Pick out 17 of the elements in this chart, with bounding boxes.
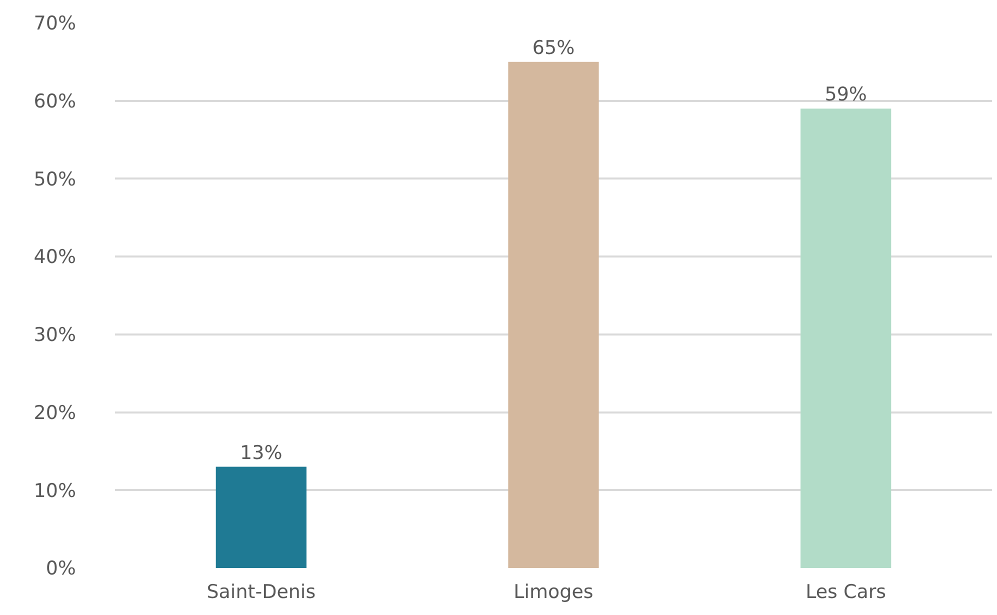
x-tick-label: Les Cars <box>806 581 886 603</box>
y-tick-label: 70% <box>34 12 76 35</box>
y-tick-label: 60% <box>34 90 76 113</box>
bar <box>216 466 306 568</box>
y-tick-label: 50% <box>34 168 76 190</box>
y-tick-label: 30% <box>34 324 76 346</box>
data-label: 59% <box>824 84 867 106</box>
data-label: 13% <box>240 442 282 464</box>
x-tick-label: Limoges <box>514 581 594 603</box>
y-tick-label: 10% <box>34 480 76 502</box>
bar <box>508 62 599 568</box>
bar <box>800 108 892 568</box>
y-tick-label: 0% <box>46 558 76 580</box>
y-tick-label: 20% <box>34 402 76 424</box>
x-tick-label: Saint-Denis <box>206 581 316 603</box>
y-tick-label: 40% <box>34 246 76 268</box>
data-label: 65% <box>532 36 575 59</box>
